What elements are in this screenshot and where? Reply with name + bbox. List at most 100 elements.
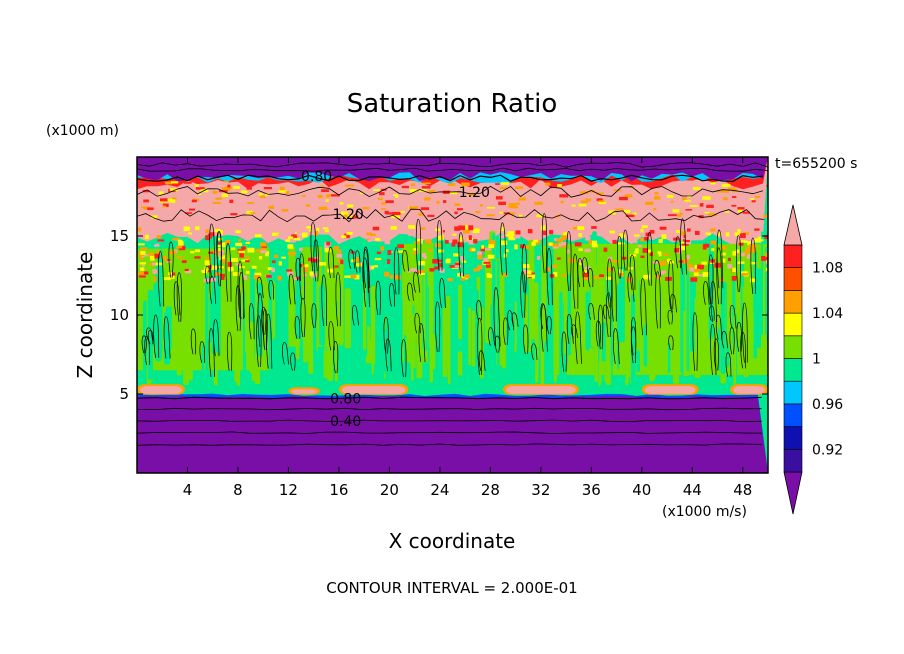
contour-squiggle (385, 338, 392, 372)
speckle (380, 202, 387, 205)
contour-squiggle (294, 316, 301, 339)
contour-squiggle (582, 257, 588, 274)
speckle (483, 257, 489, 262)
plume-streak (425, 272, 428, 351)
speckle (642, 225, 648, 228)
contour-squiggle (256, 315, 262, 367)
speckle (672, 209, 680, 213)
speckle (190, 251, 195, 254)
speckle (376, 251, 381, 255)
speckle (723, 197, 728, 201)
speckle (389, 274, 393, 279)
speckle (375, 237, 381, 241)
speckle (350, 215, 359, 219)
speckle (324, 245, 329, 249)
speckle (215, 197, 222, 200)
contour-squiggle (655, 271, 661, 329)
speckle (214, 228, 221, 233)
speckle (428, 248, 433, 252)
plume-streak (509, 249, 515, 344)
plume-streak (273, 337, 279, 365)
speckle (745, 247, 753, 253)
speckle (268, 205, 274, 209)
speckle (258, 192, 263, 196)
speckle (444, 227, 450, 233)
plume-streak (625, 336, 629, 386)
speckle (611, 259, 619, 263)
contour-squiggle (575, 311, 582, 364)
speckle (731, 275, 737, 281)
contour-squiggle (268, 279, 274, 300)
speckle (507, 231, 515, 236)
plume-streak (686, 271, 690, 372)
speckle (737, 229, 741, 234)
colorbar-bin (783, 380, 803, 405)
speckle (582, 277, 590, 281)
cloud-base-patch (733, 386, 765, 394)
contour-squiggle (511, 312, 519, 327)
speckle (456, 208, 464, 211)
speckle (286, 269, 293, 272)
speckle (245, 260, 250, 263)
speckle (155, 243, 160, 247)
speckle (155, 262, 163, 266)
speckle (238, 232, 245, 237)
speckle (148, 252, 154, 256)
contour-squiggle (546, 315, 552, 335)
contour-squiggle (531, 343, 538, 361)
speckle (201, 270, 208, 273)
speckle (732, 267, 736, 273)
contour-line (137, 396, 762, 400)
colorbar-bin (783, 426, 803, 450)
speckle (495, 226, 502, 231)
contour-squiggle (588, 302, 595, 320)
speckle (152, 262, 158, 266)
speckle (198, 234, 202, 240)
speckle (477, 265, 483, 270)
speckle (501, 182, 509, 185)
speckle (325, 199, 329, 202)
speckle (153, 276, 157, 282)
plume-streak (275, 301, 283, 344)
speckle (667, 260, 675, 264)
speckle (141, 206, 150, 209)
plume-streak (382, 328, 386, 374)
speckle (645, 249, 651, 253)
speckle (401, 185, 409, 189)
contour-squiggle (209, 223, 216, 278)
speckle (579, 262, 584, 265)
speckle (158, 191, 164, 195)
speckle (644, 236, 649, 241)
plume-streak (330, 266, 336, 350)
speckle (322, 227, 329, 230)
y-axis-label: Z coordinate (73, 252, 97, 379)
speckle (221, 187, 230, 191)
speckle (629, 254, 637, 257)
contour-squiggle (363, 246, 371, 288)
speckle (590, 240, 598, 245)
plume-streak (761, 231, 764, 341)
contour-line (137, 431, 762, 434)
speckle (157, 239, 165, 242)
speckle (684, 199, 692, 202)
y-unit-label: (x1000 m) (46, 123, 119, 139)
speckle (281, 209, 289, 212)
speckle (156, 235, 162, 239)
speckle (724, 211, 730, 213)
speckle (142, 190, 150, 193)
speckle (424, 197, 431, 201)
speckle (503, 232, 508, 235)
speckle (218, 247, 223, 251)
plume-streak (648, 299, 651, 355)
cloud-base-patch (341, 386, 406, 394)
speckle (219, 255, 225, 261)
speckle (639, 238, 647, 242)
speckle (194, 184, 199, 187)
speckle (278, 261, 282, 266)
speckle (668, 214, 677, 217)
speckle (454, 211, 458, 215)
speckle (481, 245, 485, 249)
speckle (765, 267, 768, 272)
speckle (154, 253, 160, 259)
contour-line (137, 208, 765, 223)
